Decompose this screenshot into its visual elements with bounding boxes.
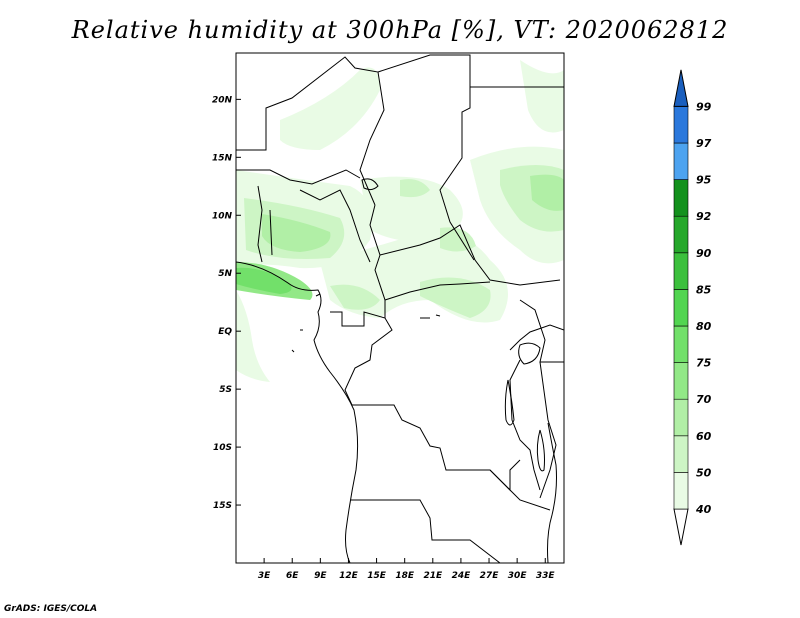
coastline-west bbox=[236, 261, 359, 563]
border-central-1 bbox=[369, 204, 386, 318]
country-borders bbox=[236, 54, 564, 563]
colorbar-label: 80 bbox=[696, 320, 712, 333]
colorbar-label: 92 bbox=[696, 210, 712, 223]
colorbar-segment bbox=[673, 106, 689, 144]
lon-tick-label: 27E bbox=[480, 571, 500, 581]
lat-tick-label: 15S bbox=[213, 501, 232, 511]
lat-tick-label: 20N bbox=[212, 95, 233, 105]
humidity-shading bbox=[236, 60, 564, 382]
border-central-3 bbox=[384, 281, 491, 301]
border-north-4 bbox=[236, 169, 361, 185]
humidity-field-sahel bbox=[280, 67, 463, 242]
colorbar-segment bbox=[673, 325, 689, 363]
colorbar-segment bbox=[673, 252, 689, 290]
lon-tick-label: 33E bbox=[536, 571, 556, 581]
chart-title: Relative humidity at 300hPa [%], VT: 202… bbox=[71, 16, 729, 44]
colorbar-segment bbox=[673, 398, 689, 437]
lon-tick-label: 24E bbox=[452, 571, 472, 581]
colorbar-label: 60 bbox=[696, 430, 712, 443]
lake-chad bbox=[361, 178, 379, 191]
latitude-ticks: 20N 15N 10N 5N EQ 5S 10S 15S bbox=[212, 95, 241, 511]
lon-tick-label: 12E bbox=[339, 571, 359, 581]
humidity-field-central-africa bbox=[320, 227, 508, 323]
coastline-east bbox=[547, 422, 557, 563]
lat-tick-label: 10S bbox=[213, 443, 232, 453]
lon-tick-label: 15E bbox=[367, 571, 387, 581]
colorbar-label: 97 bbox=[696, 137, 712, 150]
colorbar-label: 90 bbox=[696, 247, 712, 260]
border-tanzania bbox=[489, 361, 557, 511]
map-frame bbox=[235, 52, 565, 564]
lon-tick-label: 9E bbox=[314, 571, 327, 581]
colorbar-label: 99 bbox=[696, 100, 712, 113]
border-north-2 bbox=[377, 54, 475, 261]
lon-tick-label: 21E bbox=[423, 571, 443, 581]
colorbar-segment bbox=[673, 362, 689, 400]
colorbar-segment bbox=[673, 472, 689, 510]
colorbar-label: 85 bbox=[696, 283, 712, 296]
grads-credit: GrADS: IGES/COLA bbox=[4, 604, 98, 614]
lat-tick-label: 5N bbox=[218, 269, 232, 279]
lake-tanganyika bbox=[504, 379, 515, 426]
lat-tick-label: 15N bbox=[212, 153, 233, 163]
colorbar-label: 70 bbox=[696, 393, 712, 406]
colorbar-segment bbox=[673, 215, 689, 254]
border-north-1 bbox=[236, 56, 385, 206]
lake-victoria bbox=[518, 342, 541, 365]
humidity-field-gulf-of-guinea bbox=[236, 290, 270, 382]
lon-tick-label: 30E bbox=[508, 571, 528, 581]
lon-tick-label: 6E bbox=[286, 571, 299, 581]
colorbar-segment bbox=[673, 179, 689, 217]
colorbar-segment bbox=[673, 435, 689, 473]
border-congo bbox=[330, 311, 393, 406]
humidity-field-west-africa bbox=[236, 170, 373, 300]
lat-tick-label: EQ bbox=[218, 327, 232, 337]
colorbar-min-arrow bbox=[673, 508, 689, 546]
lat-tick-label: 5S bbox=[219, 385, 232, 395]
colorbar-label: 40 bbox=[695, 503, 712, 516]
border-sahel bbox=[257, 185, 371, 263]
border-central-2 bbox=[379, 224, 561, 286]
border-drc-south bbox=[352, 404, 521, 492]
longitude-ticks: 3E 6E 9E 12E 15E 18E 21E 24E 27E 30E 33E bbox=[258, 558, 556, 581]
colorbar-segment bbox=[673, 289, 689, 327]
border-east-1 bbox=[509, 299, 564, 363]
islands-gulf bbox=[291, 293, 441, 353]
border-angola bbox=[350, 499, 501, 563]
colorbar-max-arrow bbox=[673, 69, 689, 107]
colorbar-label: 50 bbox=[696, 466, 712, 479]
colorbar-label: 75 bbox=[696, 357, 712, 370]
lon-tick-label: 3E bbox=[258, 571, 271, 581]
lon-tick-label: 18E bbox=[395, 571, 415, 581]
lake-malawi bbox=[536, 429, 545, 472]
colorbar: 40 50 60 70 75 80 85 90 92 95 97 99 bbox=[673, 69, 712, 546]
colorbar-label: 95 bbox=[696, 174, 712, 187]
border-east-2 bbox=[509, 359, 541, 491]
humidity-field-east bbox=[470, 60, 564, 264]
lat-tick-label: 10N bbox=[212, 211, 233, 221]
colorbar-segment bbox=[673, 142, 689, 180]
